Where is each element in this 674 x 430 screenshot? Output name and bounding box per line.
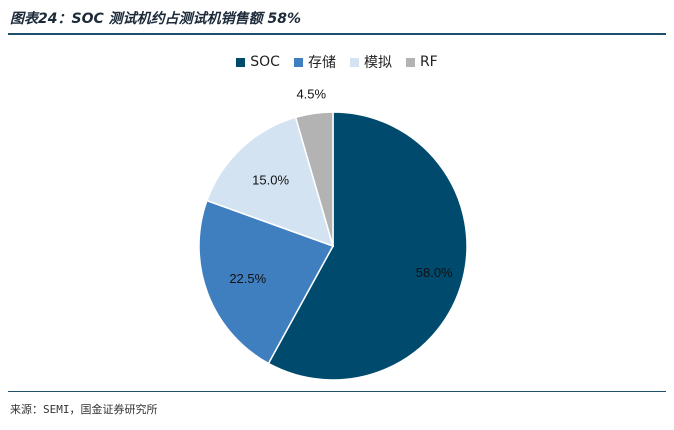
- legend-label-analog: 模拟: [363, 55, 392, 71]
- slice-label-memory: 22.5%: [229, 271, 266, 286]
- pie-slice-memory: [198, 199, 335, 365]
- slice-label-soc: 58.0%: [416, 265, 453, 280]
- legend-swatch-soc: [236, 57, 246, 67]
- legend-label-memory: 存储: [307, 55, 336, 71]
- legend-swatch-rf: [405, 57, 415, 67]
- legend-item-rf: RF: [405, 52, 438, 72]
- legend-swatch-analog: [349, 57, 359, 67]
- slice-label-rf: 4.5%: [296, 86, 326, 101]
- title-divider: [8, 33, 666, 35]
- legend-label-soc: SOC: [250, 54, 280, 70]
- legend-item-memory: 存储: [293, 52, 336, 72]
- footer-divider: [8, 391, 666, 392]
- pie-slice-soc: [267, 111, 468, 381]
- legend-swatch-memory: [293, 57, 303, 67]
- legend-item-soc: SOC: [236, 52, 280, 72]
- chart-legend: SOC 存储 模拟 RF: [0, 52, 674, 72]
- legend-item-analog: 模拟: [349, 52, 392, 72]
- pie-slice-rf: [294, 111, 334, 247]
- chart-title: 图表24：SOC 测试机约占测试机销售额 58%: [10, 11, 301, 27]
- source-note: 来源：SEMI，国金证券研究所: [10, 403, 158, 416]
- legend-label-rf: RF: [419, 54, 438, 70]
- slice-label-analog: 15.0%: [252, 173, 289, 188]
- pie-slice-analog: [205, 116, 335, 248]
